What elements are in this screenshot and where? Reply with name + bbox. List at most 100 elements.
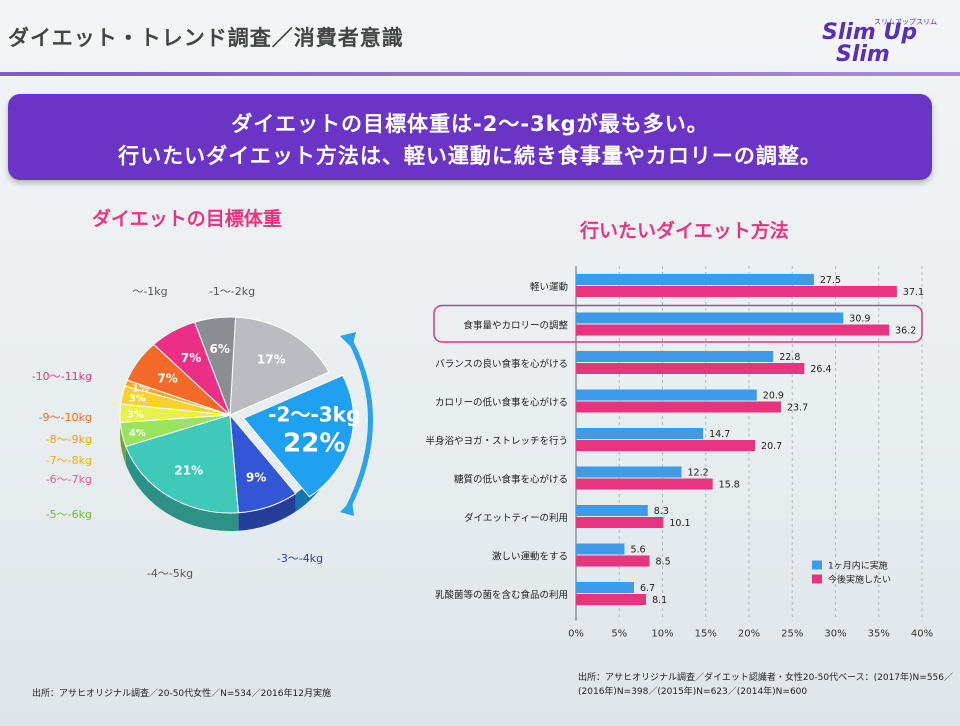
- pie-chart-title: ダイエットの目標体重: [92, 208, 282, 230]
- bar: [576, 401, 782, 413]
- pie-category-label: 〜-1kg: [132, 285, 167, 298]
- bar-value-label: 37.1: [903, 287, 924, 298]
- bar-chart-svg: 0% 5% 10% 15% 20% 25% 30% 35% 40% 軽い運動 27.5 37.1 食事量…: [425, 266, 933, 640]
- bar: [576, 543, 625, 555]
- bar-source-note-1: 出所：アサヒオリジナル調査／ダイエット認識者・女性20-50代ベース：(2017…: [578, 673, 953, 683]
- summary-banner: ダイエットの目標体重は-2〜-3kgが最も多い。 行いたいダイエット方法は、軽い…: [8, 94, 932, 180]
- category-label: ダイエットティーの利用: [464, 512, 568, 524]
- summary-line-2: 行いたいダイエット方法は、軽い運動に続き食事量やカロリーの調整。: [118, 144, 822, 168]
- x-tick-label: 5%: [611, 629, 627, 640]
- pie-chart: 17% 9% 21% 4% 3% 3% 1% 7% 7% 6% -2〜-3kg 22% -3〜-4kg -…: [0, 270, 420, 600]
- pie-slice-value: 17%: [257, 352, 286, 366]
- logo-subtext: スリムアップスリム: [874, 18, 937, 26]
- logo-line-1: Slim Up: [822, 20, 918, 45]
- pie-slice-value: 7%: [157, 371, 177, 385]
- bar-value-label: 20.9: [763, 391, 784, 402]
- pie-slice: [194, 316, 237, 416]
- bar-value-label: 26.4: [810, 364, 831, 375]
- highlight-arrow-head: [340, 332, 356, 348]
- bar: [576, 363, 805, 374]
- category-label: 激しい運動をする: [492, 551, 568, 563]
- pie-category-label: -7〜-8kg: [46, 454, 92, 467]
- highlight-arrow-tail: [340, 500, 354, 516]
- legend-label: 1ヶ月内に実施: [828, 560, 888, 572]
- highlight-box: [433, 304, 923, 343]
- pie-source-note: 出所：アサヒオリジナル調査／20-50代女性／N=534／2016年12月実施: [32, 689, 331, 699]
- pie-chart-svg: 17%9%21%4%3%3%1%7%7%6%-2〜-3kg22%-3〜-4kg-…: [32, 285, 373, 580]
- pie-slice-value: 1%: [132, 383, 149, 394]
- pie-slice-value: 21%: [174, 464, 203, 478]
- bar: [576, 389, 757, 401]
- bar-value-label: 8.5: [656, 557, 671, 568]
- pie-slice: [125, 414, 239, 514]
- pie-category-label: -10〜-11kg: [32, 370, 92, 383]
- category-label: 乳酸菌等の菌を含む食品の利用: [435, 589, 568, 601]
- bar-value-label: 30.9: [849, 314, 870, 325]
- bar: [576, 286, 897, 297]
- pie-category-label: -4〜-5kg: [147, 567, 193, 580]
- bar-value-label: 12.2: [688, 468, 709, 479]
- page-title: ダイエット・トレンド調査／消費者意識: [8, 26, 404, 50]
- bar-value-label: 22.8: [779, 352, 800, 363]
- bar: [576, 440, 756, 451]
- pie-category-label: -8〜-9kg: [46, 433, 92, 446]
- category-label: 軽い運動: [530, 282, 568, 293]
- x-tick-label: 30%: [824, 629, 846, 640]
- logo-line-2: Slim: [836, 42, 890, 67]
- category-label: 糖質の低い食事を心がける: [454, 474, 568, 486]
- brand-logo: スリムアップスリム Slim Up Slim: [820, 18, 940, 70]
- category-label: 半身浴やヨガ・ストレッチを行う: [425, 435, 568, 447]
- pie-slice-side: [238, 493, 296, 531]
- bar: [576, 517, 664, 528]
- bar: [576, 312, 844, 324]
- bar-chart: 0% 5% 10% 15% 20% 25% 30% 35% 40% 軽い運動 27.5 37.1 食事量…: [420, 258, 960, 658]
- summary-line-1: ダイエットの目標体重は-2〜-3kgが最も多い。: [231, 112, 709, 136]
- bar-chart-title: 行いたいダイエット方法: [580, 220, 789, 242]
- pie-slice: [242, 374, 355, 498]
- bar-value-label: 8.1: [652, 595, 667, 606]
- bar-value-label: 14.7: [709, 429, 730, 440]
- bar: [576, 478, 713, 490]
- bar-value-label: 10.1: [669, 518, 690, 529]
- legend-swatch: [812, 560, 822, 570]
- bar-value-label: 5.6: [630, 545, 645, 556]
- bar-value-label: 36.2: [895, 326, 916, 337]
- x-tick-label: 10%: [651, 629, 673, 640]
- pie-category-label: -3〜-4kg: [277, 552, 323, 565]
- bar: [576, 555, 650, 567]
- bar: [576, 505, 648, 516]
- pie-highlight-label: -2〜-3kg: [268, 402, 360, 426]
- pie-slice-value: 3%: [129, 394, 146, 405]
- pie-slice-value: 9%: [246, 470, 266, 484]
- x-tick-label: 0%: [568, 629, 584, 640]
- legend-label: 今後実施したい: [828, 574, 891, 586]
- legend-swatch: [812, 574, 822, 584]
- bar-value-label: 15.8: [719, 480, 740, 491]
- bar: [576, 594, 647, 605]
- x-tick-label: 15%: [695, 629, 717, 640]
- highlight-arrow: [345, 338, 373, 510]
- header-divider: [0, 72, 960, 76]
- pie-slice: [229, 316, 330, 416]
- pie-category-label: -9〜-10kg: [39, 411, 92, 424]
- x-tick-label: 40%: [911, 629, 933, 640]
- x-tick-label: 35%: [868, 629, 890, 640]
- pie-slice-value: 3%: [127, 409, 144, 420]
- bar-value-label: 23.7: [787, 403, 808, 414]
- x-tick-label: 25%: [781, 629, 803, 640]
- bar: [576, 466, 682, 478]
- bar: [576, 274, 814, 285]
- bar-value-label: 20.7: [761, 441, 782, 452]
- pie-slice-value: 6%: [209, 342, 229, 356]
- pie-highlight-value: 22%: [283, 428, 345, 458]
- bar-value-label: 27.5: [820, 275, 841, 286]
- pie-slice-value: 4%: [129, 428, 146, 439]
- bar: [576, 582, 634, 593]
- x-tick-label: 20%: [738, 629, 760, 640]
- pie-category-label: -6〜-7kg: [46, 473, 92, 486]
- pie-slice-value: 7%: [181, 351, 201, 365]
- bar: [576, 324, 890, 336]
- category-label: 食事量やカロリーの調整: [463, 320, 568, 332]
- bar-source-note-2: (2016年)N=398／(2015年)N=623／(2014年)N=600: [578, 687, 808, 697]
